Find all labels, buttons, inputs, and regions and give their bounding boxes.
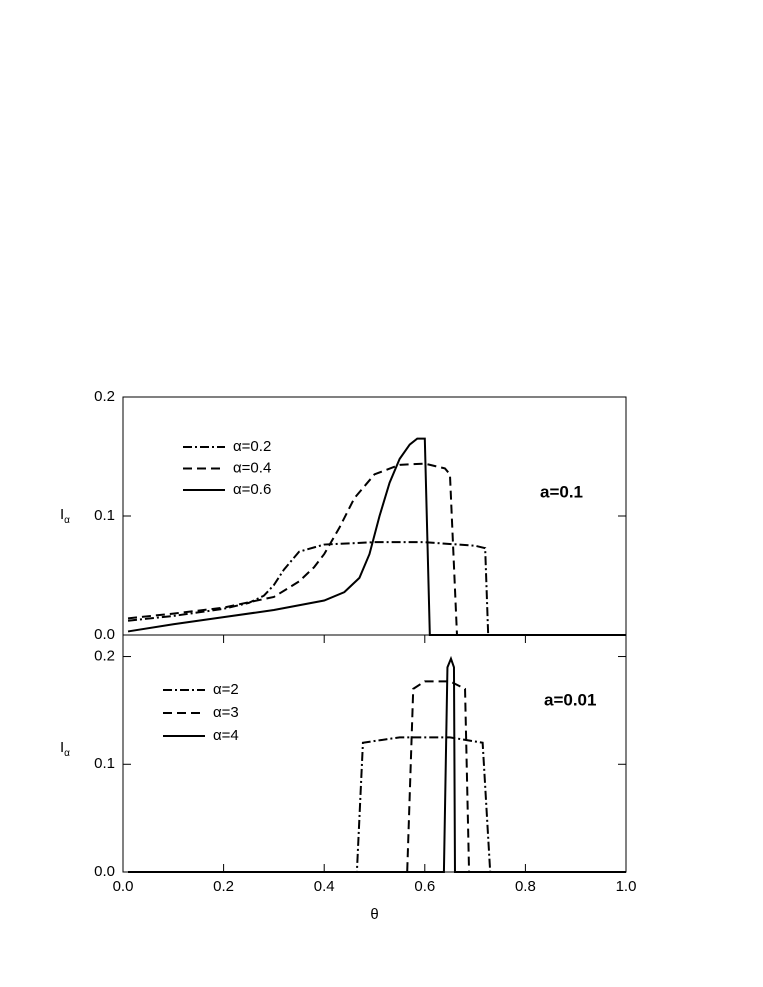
- y-tick-label: 0.0: [94, 626, 115, 643]
- legend-label: α=0.6: [233, 481, 271, 498]
- series-line: [128, 736, 626, 873]
- y-tick-label: 0.0: [94, 863, 115, 880]
- legend-label: α=3: [213, 704, 239, 721]
- x-tick-label: 0.0: [113, 878, 134, 895]
- series-line: [128, 680, 626, 873]
- y-axis-label-sub: α: [64, 748, 70, 759]
- y-tick-label: 0.2: [94, 388, 115, 405]
- x-tick-label: 0.2: [213, 878, 234, 895]
- legend-label: α=0.2: [233, 438, 271, 455]
- y-tick-label: 0.2: [94, 648, 115, 665]
- y-axis-label-main: I: [60, 506, 64, 523]
- x-tick-label: 0.6: [414, 878, 435, 895]
- series-line: [127, 462, 626, 636]
- x-tick-label: 0.4: [314, 878, 335, 895]
- legend-label: α=2: [213, 681, 239, 698]
- y-tick-label: 0.1: [94, 507, 115, 524]
- y-axis-label-main: I: [60, 739, 64, 756]
- plot-frame: [122, 634, 627, 873]
- legend-label: α=4: [213, 727, 239, 744]
- plot-frame: [122, 396, 627, 636]
- y-axis-label-sub: α: [64, 515, 70, 526]
- annotation: a=0.1: [540, 482, 583, 501]
- y-axis-label: Iα: [60, 506, 70, 526]
- y-axis-label: Iα: [60, 739, 70, 759]
- x-axis-label: θ: [370, 906, 378, 923]
- x-tick-label: 0.8: [515, 878, 536, 895]
- series-line: [127, 437, 626, 636]
- annotation: a=0.01: [544, 690, 596, 709]
- y-tick-label: 0.1: [94, 755, 115, 772]
- legend-label: α=0.4: [233, 459, 271, 476]
- series-line: [128, 655, 626, 873]
- x-tick-label: 1.0: [616, 878, 637, 895]
